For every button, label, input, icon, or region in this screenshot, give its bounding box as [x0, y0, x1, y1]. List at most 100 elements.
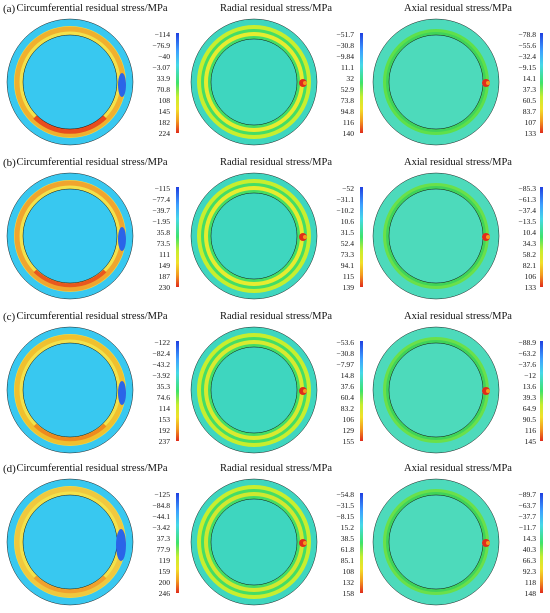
- colorbar: [540, 187, 543, 287]
- tick-label: −3.92: [152, 371, 170, 380]
- tick-label: 114: [158, 404, 170, 413]
- tick-label: 31.5: [340, 228, 354, 237]
- colorbar: [360, 187, 363, 287]
- tick-label: 118: [524, 578, 536, 587]
- panel-title: Axial residual stress/MPa: [404, 3, 512, 14]
- tick-label: −55.6: [518, 41, 536, 50]
- panel-axial: Axial residual stress/MPa −89.7 −63.7 −3…: [368, 460, 548, 610]
- tick-label: −9.15: [518, 63, 536, 72]
- panel-radial: Radial residual stress/MPa −53.6 −30.8 −…: [186, 308, 366, 458]
- panel-title: Radial residual stress/MPa: [220, 157, 332, 168]
- stress-disk-axial: [372, 326, 500, 454]
- tick-label: 108: [158, 96, 170, 105]
- row-d: (d) Circumferential residual stress/MPa …: [0, 460, 550, 610]
- tick-label: −7.97: [336, 360, 354, 369]
- row-a: (a) Circumferential residual stress/MPa …: [0, 0, 550, 150]
- tick-label: −85.3: [518, 184, 536, 193]
- panel-axial: Axial residual stress/MPa −88.9 −63.2 −3…: [368, 308, 548, 458]
- panel-axial: Axial residual stress/MPa −85.3 −61.3 −3…: [368, 154, 548, 304]
- tick-label: 11.1: [340, 63, 354, 72]
- colorbar: [540, 33, 543, 133]
- tick-label: −12: [524, 371, 536, 380]
- tick-label: −43.2: [152, 360, 170, 369]
- stress-disk-circumferential: [6, 326, 134, 454]
- stress-disk-circumferential: [6, 18, 134, 146]
- tick-label: −11.7: [518, 523, 536, 532]
- tick-label: −37.4: [518, 206, 536, 215]
- tick-label: 153: [158, 415, 170, 424]
- tick-label: −84.8: [152, 501, 170, 510]
- tick-label: 94.8: [340, 107, 354, 116]
- tick-label: −9.84: [336, 52, 354, 61]
- tick-label: −115: [154, 184, 170, 193]
- panel-title: Radial residual stress/MPa: [220, 3, 332, 14]
- tick-label: 13.6: [522, 382, 536, 391]
- tick-label: −37.6: [518, 360, 536, 369]
- tick-label: 10.6: [340, 217, 354, 226]
- colorbar: [360, 33, 363, 133]
- tick-label: 60.4: [340, 393, 354, 402]
- tick-label: 77.9: [156, 545, 170, 554]
- stress-disk-axial: [372, 478, 500, 606]
- tick-label: 10.4: [522, 228, 536, 237]
- tick-label: 116: [342, 118, 354, 127]
- tick-label: 73.5: [156, 239, 170, 248]
- tick-label: −10.2: [336, 206, 354, 215]
- tick-label: −51.7: [336, 30, 354, 39]
- tick-label: −8.15: [336, 512, 354, 521]
- stress-disk-axial: [372, 172, 500, 300]
- tick-label: 33.9: [156, 74, 170, 83]
- tick-label: 83.2: [340, 404, 354, 413]
- row-label: (c): [3, 311, 16, 323]
- tick-label: 39.3: [522, 393, 536, 402]
- tick-label: −31.5: [336, 501, 354, 510]
- tick-label: 158: [342, 589, 354, 598]
- panel-radial: Radial residual stress/MPa −54.8 −31.5 −…: [186, 460, 366, 610]
- stress-disk-radial: [190, 326, 318, 454]
- row-label: (a): [3, 3, 16, 15]
- panel-title: Axial residual stress/MPa: [404, 311, 512, 322]
- tick-label: −44.1: [152, 512, 170, 521]
- tick-label: 133: [524, 129, 536, 138]
- tick-label: 115: [342, 272, 354, 281]
- tick-label: −37.7: [518, 512, 536, 521]
- panel-title: Radial residual stress/MPa: [220, 463, 332, 474]
- tick-label: 64.9: [522, 404, 536, 413]
- tick-label: 106: [524, 272, 536, 281]
- tick-label: 37.3: [522, 85, 536, 94]
- tick-label: −30.8: [336, 41, 354, 50]
- stress-disk-radial: [190, 478, 318, 606]
- tick-label: 237: [158, 437, 170, 446]
- tick-label: 74.6: [156, 393, 170, 402]
- tick-label: 40.3: [522, 545, 536, 554]
- tick-label: 94.1: [340, 261, 354, 270]
- panel-radial: Radial residual stress/MPa −51.7 −30.8 −…: [186, 0, 366, 150]
- tick-label: −125: [154, 490, 170, 499]
- stress-disk-circumferential: [6, 172, 134, 300]
- tick-label: −3.42: [152, 523, 170, 532]
- tick-label: 148: [524, 589, 536, 598]
- tick-label: 61.8: [340, 545, 354, 554]
- tick-label: −88.9: [518, 338, 536, 347]
- tick-label: −89.7: [518, 490, 536, 499]
- tick-label: −114: [154, 30, 170, 39]
- row-label: (b): [3, 157, 16, 169]
- colorbar: [540, 341, 543, 441]
- tick-label: −82.4: [152, 349, 170, 358]
- tick-label: 14.8: [340, 371, 354, 380]
- panel-circumferential: Circumferential residual stress/MPa −114…: [2, 0, 182, 150]
- tick-label: 73.8: [340, 96, 354, 105]
- panel-title: Axial residual stress/MPa: [404, 157, 512, 168]
- tick-label: −32.4: [518, 52, 536, 61]
- tick-label: −78.8: [518, 30, 536, 39]
- tick-label: −122: [154, 338, 170, 347]
- tick-label: −77.4: [152, 195, 170, 204]
- tick-label: −52: [342, 184, 354, 193]
- tick-label: 37.6: [340, 382, 354, 391]
- tick-label: 32: [346, 74, 354, 83]
- tick-label: 35.8: [156, 228, 170, 237]
- row-label: (d): [3, 463, 16, 475]
- tick-label: −39.7: [152, 206, 170, 215]
- stress-disk-radial: [190, 172, 318, 300]
- tick-label: 85.1: [340, 556, 354, 565]
